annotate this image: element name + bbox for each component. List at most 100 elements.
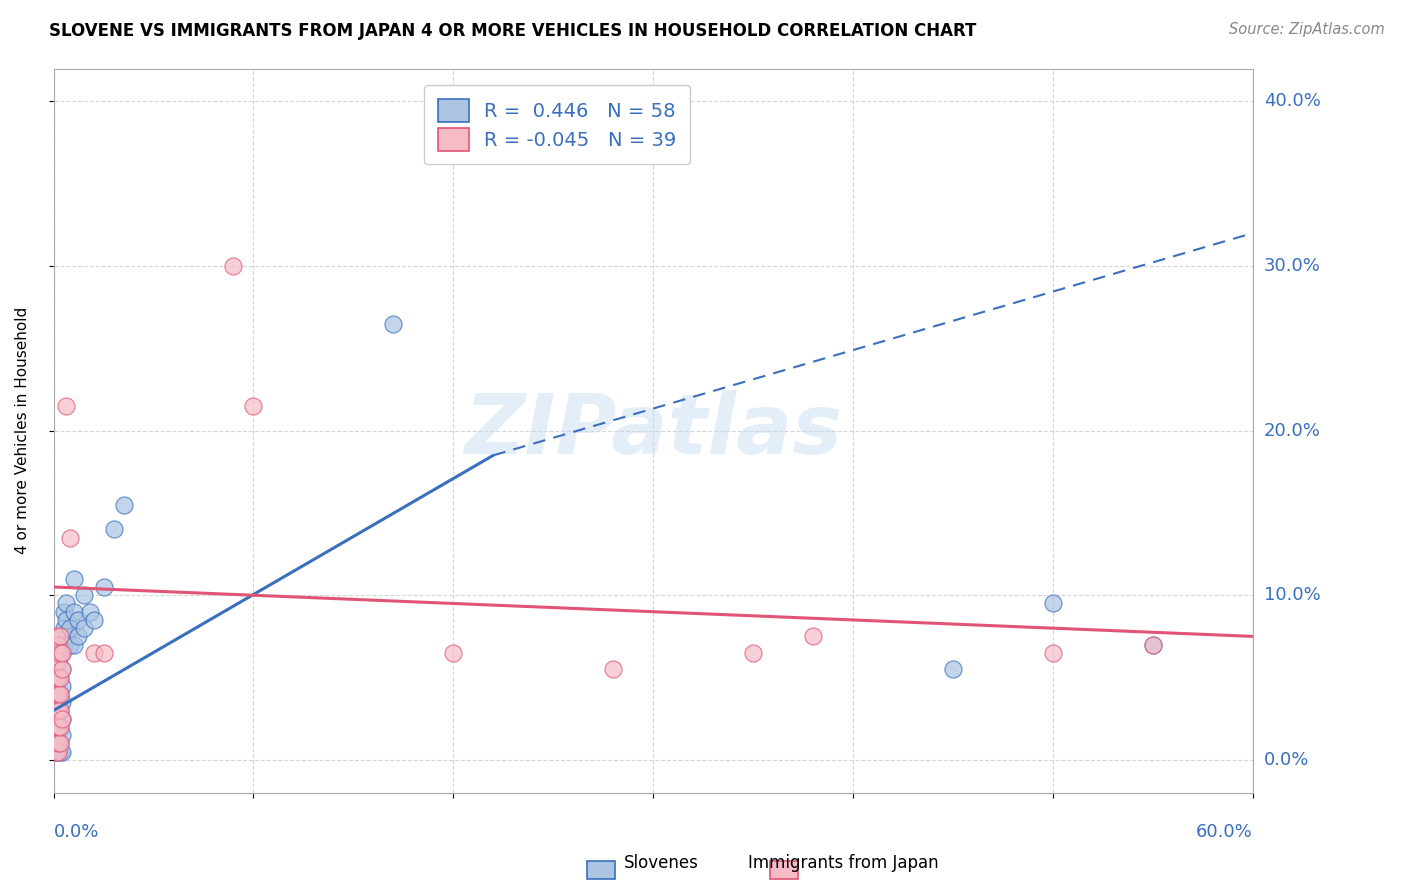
Text: 0.0%: 0.0%	[1264, 751, 1309, 769]
Point	[1142, 638, 1164, 652]
Point	[59, 621, 82, 635]
Point	[59, 638, 82, 652]
Point	[45, 728, 67, 742]
Point	[45, 687, 67, 701]
Point	[55, 399, 77, 413]
Text: 40.0%: 40.0%	[1264, 93, 1320, 111]
Y-axis label: 4 or more Vehicles in Household: 4 or more Vehicles in Household	[15, 307, 30, 554]
Point	[46, 703, 69, 717]
Point	[441, 646, 464, 660]
Point	[55, 629, 77, 643]
Text: Source: ZipAtlas.com: Source: ZipAtlas.com	[1229, 22, 1385, 37]
Point	[48, 671, 70, 685]
Point	[62, 638, 84, 652]
Point	[51, 646, 73, 660]
Point	[46, 671, 69, 685]
Point	[52, 638, 75, 652]
Point	[46, 745, 69, 759]
Legend: R =  0.446   N = 58, R = -0.045   N = 39: R = 0.446 N = 58, R = -0.045 N = 39	[425, 86, 690, 164]
Point	[48, 646, 70, 660]
Point	[46, 745, 69, 759]
Point	[46, 638, 69, 652]
Point	[59, 531, 82, 545]
Point	[46, 736, 69, 750]
Point	[48, 745, 70, 759]
Point	[52, 621, 75, 635]
Point	[52, 605, 75, 619]
Point	[46, 720, 69, 734]
Point	[46, 654, 69, 668]
Text: 60.0%: 60.0%	[1197, 823, 1253, 841]
Point	[45, 662, 67, 676]
Point	[83, 646, 105, 660]
Point	[48, 736, 70, 750]
Text: Slovenes: Slovenes	[623, 855, 699, 872]
Bar	[770, 862, 799, 880]
Text: 30.0%: 30.0%	[1264, 257, 1320, 275]
Point	[51, 679, 73, 693]
Text: 10.0%: 10.0%	[1264, 586, 1320, 604]
Point	[45, 736, 67, 750]
Point	[46, 703, 69, 717]
Point	[51, 646, 73, 660]
Point	[45, 679, 67, 693]
Point	[46, 720, 69, 734]
Point	[742, 646, 765, 660]
Point	[51, 728, 73, 742]
Point	[93, 646, 115, 660]
Point	[45, 712, 67, 726]
Point	[55, 597, 77, 611]
Point	[942, 662, 965, 676]
Point	[72, 588, 94, 602]
Point	[45, 629, 67, 643]
Point	[66, 629, 89, 643]
Point	[93, 580, 115, 594]
Point	[51, 662, 73, 676]
Point	[51, 712, 73, 726]
Point	[45, 646, 67, 660]
Point	[103, 523, 125, 537]
Point	[46, 654, 69, 668]
Point	[45, 703, 67, 717]
Text: ZIPatlas: ZIPatlas	[464, 390, 842, 471]
Point	[45, 703, 67, 717]
Point	[242, 399, 264, 413]
Point	[382, 317, 405, 331]
Point	[1042, 597, 1064, 611]
Point	[48, 703, 70, 717]
Point	[48, 646, 70, 660]
Point	[48, 671, 70, 685]
Point	[48, 687, 70, 701]
Point	[45, 671, 67, 685]
Point	[222, 259, 245, 273]
Point	[48, 720, 70, 734]
Bar	[588, 862, 616, 880]
Point	[45, 745, 67, 759]
Point	[45, 654, 67, 668]
Point	[45, 720, 67, 734]
Point	[801, 629, 824, 643]
Text: Immigrants from Japan: Immigrants from Japan	[748, 855, 939, 872]
Point	[48, 703, 70, 717]
Point	[45, 671, 67, 685]
Text: SLOVENE VS IMMIGRANTS FROM JAPAN 4 OR MORE VEHICLES IN HOUSEHOLD CORRELATION CHA: SLOVENE VS IMMIGRANTS FROM JAPAN 4 OR MO…	[49, 22, 977, 40]
Point	[602, 662, 624, 676]
Point	[45, 736, 67, 750]
Point	[48, 736, 70, 750]
Point	[45, 687, 67, 701]
Point	[112, 498, 135, 512]
Point	[48, 720, 70, 734]
Point	[51, 712, 73, 726]
Text: 0.0%: 0.0%	[53, 823, 98, 841]
Point	[45, 654, 67, 668]
Point	[45, 695, 67, 709]
Point	[1042, 646, 1064, 660]
Text: 20.0%: 20.0%	[1264, 422, 1320, 440]
Point	[46, 736, 69, 750]
Point	[45, 646, 67, 660]
Point	[51, 695, 73, 709]
Point	[51, 745, 73, 759]
Point	[1142, 638, 1164, 652]
Point	[83, 613, 105, 627]
Point	[45, 745, 67, 759]
